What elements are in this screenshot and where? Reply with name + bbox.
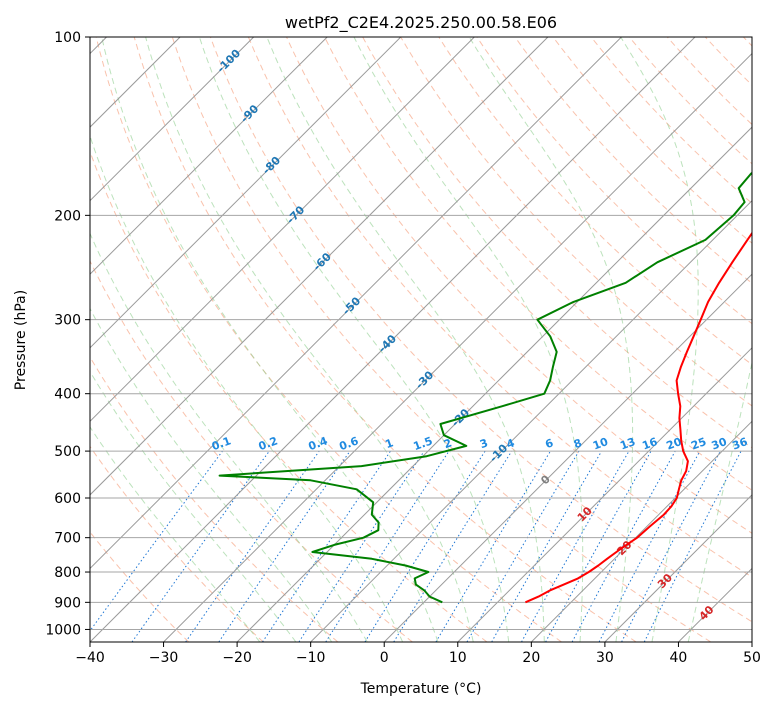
background-lines (90, 37, 752, 642)
temperature-profile-line (525, 231, 752, 604)
dry-adiabat (209, 37, 752, 623)
mixing-ratio-label: 20 (665, 435, 684, 453)
isotherm-line (90, 37, 328, 275)
moist-adiabat (90, 232, 368, 642)
x-tick-label: 30 (596, 650, 614, 666)
dry-adiabat (95, 37, 562, 642)
x-tick-label: 10 (449, 650, 467, 666)
dry-adiabat (90, 259, 413, 642)
moist-adiabat (620, 37, 699, 642)
isotherm-line (90, 37, 402, 349)
mixing-ratio-label: 6 (543, 436, 555, 451)
isotherm-line (457, 347, 752, 642)
dry-adiabat (247, 37, 752, 578)
moist-adiabat (145, 37, 474, 642)
isotherm-line (604, 494, 752, 642)
mixing-ratio-line (298, 450, 425, 642)
y-tick-label: 600 (54, 491, 81, 507)
dry-adiabat (90, 356, 339, 642)
isotherm-line (90, 37, 622, 570)
mixing-ratio-label: 4 (505, 436, 517, 451)
mixing-ratio-line (90, 450, 223, 632)
mixing-ratio-label: 16 (640, 435, 659, 453)
y-tick-label: 1000 (45, 622, 81, 638)
y-axis-label: Pressure (hPa) (13, 290, 29, 390)
mixing-ratio-label: 8 (572, 436, 584, 451)
mixing-ratio-labels: 0.1 0.2 0.4 0.6 1 1.5 2 3 4 6 8 10 13 16 20 25 30 36 (210, 434, 750, 453)
mixing-ratio-label: 25 (689, 435, 708, 452)
moist-adiabat (198, 37, 510, 642)
y-tick-label: 400 (54, 387, 81, 403)
moist-adiabat (90, 307, 333, 642)
isotherm-line (90, 37, 475, 423)
mixing-ratio-label: 2 (442, 436, 454, 451)
isotherm-line (383, 273, 752, 642)
mixing-ratio-line (131, 450, 270, 642)
mixing-ratio-label: 30 (710, 435, 729, 453)
dewpoint-profile-line (218, 171, 752, 604)
y-axis: 100 200 300 400 500 600 700 800 900 1000 (45, 30, 90, 638)
x-axis: −40 −30 −20 −10 0 10 20 30 40 50 (75, 642, 761, 666)
dry-adiabat (286, 37, 752, 534)
y-tick-label: 700 (54, 531, 81, 547)
y-tick-label: 900 (54, 595, 81, 611)
mixing-ratio-label: 0.4 (307, 434, 330, 453)
y-tick-label: 300 (54, 313, 81, 329)
x-tick-label: 50 (743, 650, 761, 666)
mixing-ratio-label: 0.6 (337, 434, 360, 453)
mixing-ratio-label: 36 (730, 435, 749, 453)
mixing-ratio-label: 13 (618, 435, 637, 452)
x-axis-label: Temperature (°C) (360, 681, 482, 697)
x-tick-label: −10 (296, 650, 326, 666)
plot-frame (89, 36, 753, 643)
x-tick-label: −20 (222, 650, 252, 666)
mixing-ratio-line (643, 450, 742, 642)
isotherm-line (310, 199, 752, 642)
chart-title: wetPf2_C2E4.2025.250.00.58.E06 (285, 13, 557, 33)
dry-adiabat (133, 37, 637, 642)
mixing-ratio-label: 1 (384, 436, 396, 451)
moist-adiabat (90, 370, 297, 642)
moist-adiabat (90, 426, 261, 642)
mixing-ratio-label: 0.2 (257, 434, 280, 453)
profiles (218, 171, 752, 604)
mixing-ratio-label: 3 (478, 436, 490, 451)
moist-adiabat (266, 37, 545, 642)
mixing-ratio-line (545, 450, 652, 642)
y-tick-label: 800 (54, 565, 81, 581)
mixing-ratio-line (262, 450, 391, 642)
dry-adiabat (514, 37, 752, 284)
y-tick-label: 500 (54, 444, 81, 460)
x-tick-label: 20 (522, 650, 540, 666)
x-tick-label: 40 (670, 650, 688, 666)
mixing-ratio-label: 0.1 (210, 434, 233, 453)
mixing-ratio-line (521, 450, 630, 642)
dry-adiabat (171, 37, 712, 642)
moist-adiabat (687, 360, 752, 642)
isotherm-line (163, 52, 752, 642)
dry-adiabat (324, 37, 752, 491)
x-tick-label: 0 (380, 650, 389, 666)
mixing-ratio-line (393, 450, 513, 642)
moist-adiabat (101, 37, 439, 642)
isotherm-line (90, 37, 696, 642)
y-tick-label: 100 (54, 30, 81, 46)
moist-adiabat (353, 37, 584, 642)
y-tick-label: 200 (54, 208, 81, 224)
mixing-ratio-label: 10 (591, 435, 610, 453)
isotherm-line (90, 37, 549, 496)
isotherm-line (236, 126, 752, 642)
mixing-ratio-line (218, 450, 351, 642)
mixing-ratio-line (571, 450, 676, 642)
mixing-ratio-line (325, 450, 450, 642)
isotherm-line (90, 37, 255, 202)
mixing-ratio-line (185, 450, 320, 642)
x-tick-label: −30 (149, 650, 179, 666)
moist-adiabat (90, 134, 404, 642)
mixing-ratio-label: 1.5 (412, 434, 435, 453)
x-tick-label: −40 (75, 650, 105, 666)
dry-adiabat (90, 445, 264, 642)
